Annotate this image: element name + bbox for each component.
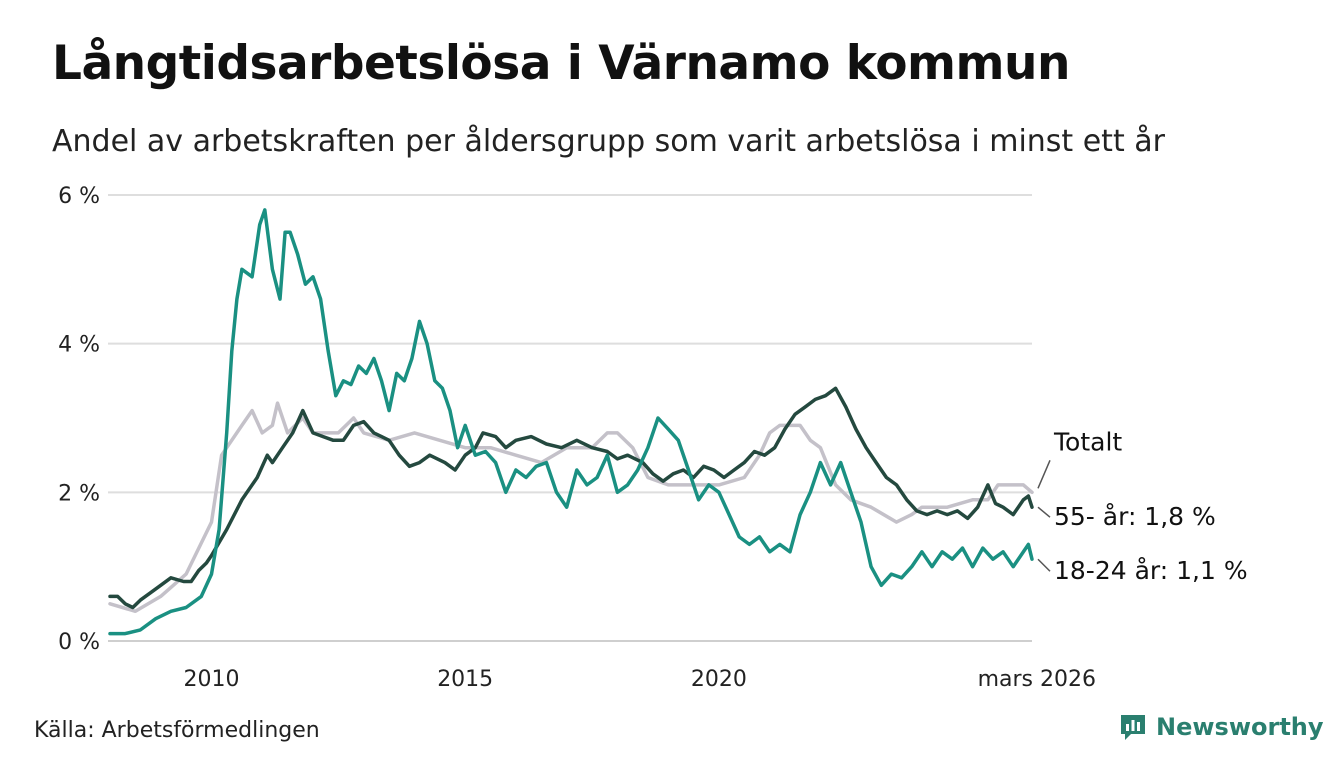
newsworthy-logo-icon	[1121, 715, 1145, 740]
x-axis: 2010 2015 2020 mars 2026	[183, 667, 1096, 692]
y-tick-label: 2 %	[58, 481, 100, 506]
series-lines	[108, 208, 1034, 636]
series-labels: Totalt 55- år: 1,8 % 18-24 år: 1,1 %	[1037, 427, 1248, 585]
series-end-label: Totalt	[1053, 427, 1122, 456]
series-line-0	[108, 401, 1034, 614]
series-leader-line	[1037, 506, 1051, 518]
source-note: Källa: Arbetsförmedlingen	[34, 718, 320, 743]
y-tick-label: 4 %	[58, 333, 100, 358]
x-tick-label: 2015	[437, 667, 493, 692]
x-tick-label: mars 2026	[978, 667, 1096, 692]
series-line-1	[108, 386, 1034, 610]
brand-logo: Newsworthy	[1118, 712, 1324, 742]
series-line-2	[108, 208, 1034, 636]
grid-lines	[108, 194, 1032, 642]
y-axis: 0 % 2 % 4 % 6 %	[58, 184, 100, 655]
y-tick-label: 6 %	[58, 184, 100, 209]
series-end-label: 55- år: 1,8 %	[1054, 502, 1216, 531]
x-tick-label: 2020	[691, 667, 747, 692]
y-tick-label: 0 %	[58, 630, 100, 655]
series-leader-line	[1037, 558, 1051, 572]
x-tick-label: 2010	[183, 667, 239, 692]
series-end-label: 18-24 år: 1,1 %	[1054, 556, 1248, 585]
series-leader-line	[1037, 460, 1051, 489]
chart-title: Långtidsarbetslösa i Värnamo kommun	[52, 36, 1070, 91]
brand-name: Newsworthy	[1156, 713, 1324, 741]
chart-subtitle: Andel av arbetskraften per åldersgrupp s…	[52, 124, 1165, 159]
